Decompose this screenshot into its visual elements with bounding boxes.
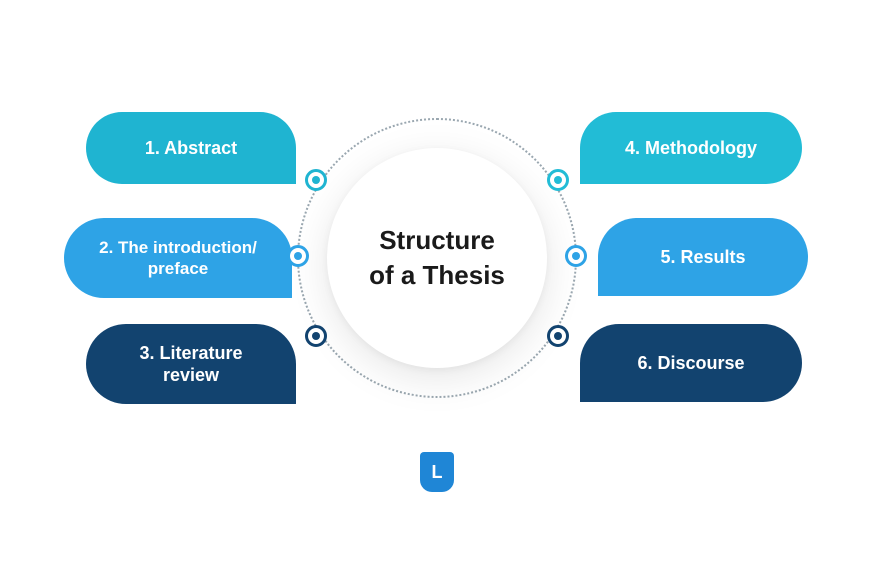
anchor-dot-abstract: [312, 176, 320, 184]
logo-letter: L: [432, 462, 443, 483]
bubble-introduction: 2. The introduction/ preface: [64, 218, 292, 298]
bubble-discourse: 6. Discourse: [580, 324, 802, 402]
anchor-dot-results: [572, 252, 580, 260]
anchor-dot-discourse: [554, 332, 562, 340]
anchor-dot-introduction: [294, 252, 302, 260]
anchor-methodology: [547, 169, 569, 191]
bubble-literature: 3. Literature review: [86, 324, 296, 404]
logo-badge: L: [420, 452, 454, 492]
anchor-literature: [305, 325, 327, 347]
bubble-results: 5. Results: [598, 218, 808, 296]
bubble-label-introduction: 2. The introduction/ preface: [99, 237, 257, 280]
center-title-line2: of a Thesis: [369, 258, 505, 293]
anchor-dot-literature: [312, 332, 320, 340]
anchor-introduction: [287, 245, 309, 267]
anchor-discourse: [547, 325, 569, 347]
bubble-abstract: 1. Abstract: [86, 112, 296, 184]
diagram-stage: { "type": "infographic-radial", "canvas"…: [0, 0, 875, 561]
anchor-dot-methodology: [554, 176, 562, 184]
bubble-label-literature: 3. Literature review: [139, 342, 242, 387]
bubble-label-discourse: 6. Discourse: [637, 352, 744, 375]
anchor-abstract: [305, 169, 327, 191]
center-circle: Structure of a Thesis: [327, 148, 547, 368]
bubble-label-methodology: 4. Methodology: [625, 137, 757, 160]
bubble-label-results: 5. Results: [660, 246, 745, 269]
bubble-label-abstract: 1. Abstract: [145, 137, 237, 160]
anchor-results: [565, 245, 587, 267]
bubble-methodology: 4. Methodology: [580, 112, 802, 184]
center-title-line1: Structure: [379, 223, 495, 258]
